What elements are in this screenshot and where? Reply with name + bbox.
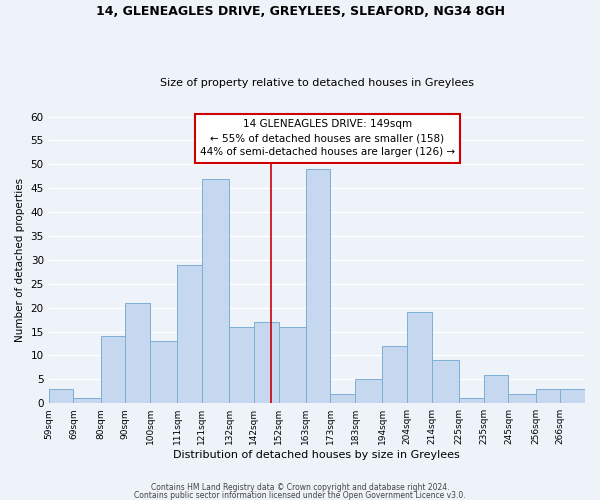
Text: 14 GLENEAGLES DRIVE: 149sqm
← 55% of detached houses are smaller (158)
44% of se: 14 GLENEAGLES DRIVE: 149sqm ← 55% of det…	[200, 120, 455, 158]
Y-axis label: Number of detached properties: Number of detached properties	[15, 178, 25, 342]
Bar	[459, 398, 484, 403]
Bar	[73, 398, 101, 403]
Bar	[536, 389, 560, 403]
Bar	[101, 336, 125, 403]
Bar	[278, 327, 306, 403]
Bar	[331, 394, 355, 403]
Bar	[382, 346, 407, 403]
Text: Contains public sector information licensed under the Open Government Licence v3: Contains public sector information licen…	[134, 490, 466, 500]
Text: 14, GLENEAGLES DRIVE, GREYLEES, SLEAFORD, NG34 8GH: 14, GLENEAGLES DRIVE, GREYLEES, SLEAFORD…	[95, 5, 505, 18]
Bar	[125, 303, 150, 403]
Title: Size of property relative to detached houses in Greylees: Size of property relative to detached ho…	[160, 78, 474, 88]
Bar	[560, 389, 585, 403]
Bar	[177, 264, 202, 403]
Bar	[150, 341, 177, 403]
Bar	[508, 394, 536, 403]
Bar	[254, 322, 278, 403]
Text: Contains HM Land Registry data © Crown copyright and database right 2024.: Contains HM Land Registry data © Crown c…	[151, 484, 449, 492]
Bar	[202, 178, 229, 403]
Bar	[49, 389, 73, 403]
Bar	[484, 374, 508, 403]
Bar	[355, 380, 382, 403]
Bar	[229, 327, 254, 403]
Bar	[432, 360, 459, 403]
Bar	[407, 312, 432, 403]
Bar	[306, 169, 331, 403]
X-axis label: Distribution of detached houses by size in Greylees: Distribution of detached houses by size …	[173, 450, 460, 460]
